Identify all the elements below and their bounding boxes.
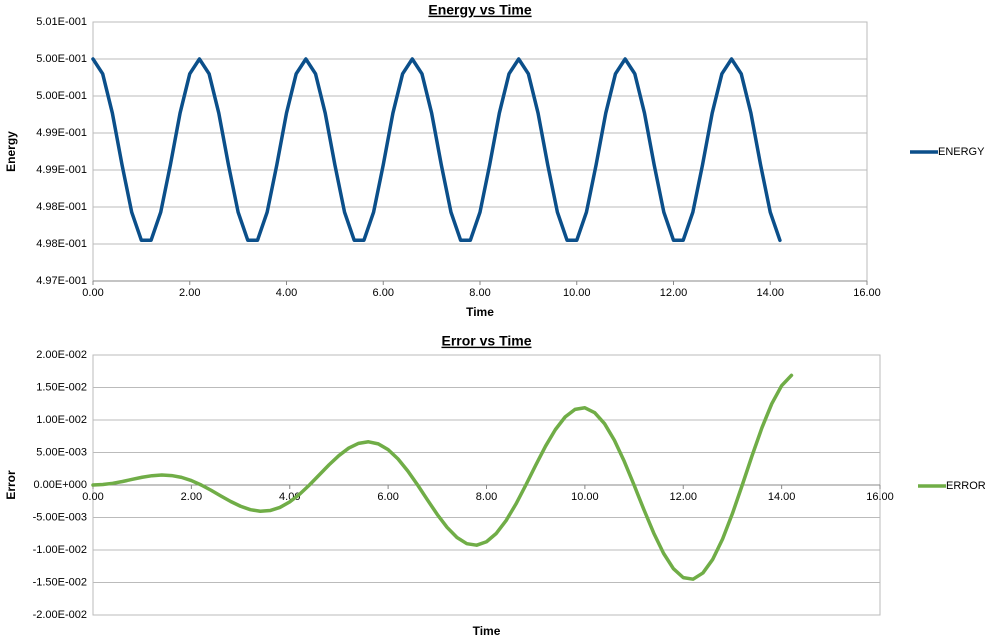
y-tick-label: 5.00E-001 — [36, 90, 87, 102]
chart-title: Energy vs Time — [428, 2, 531, 18]
y-tick-label: 4.98E-001 — [36, 238, 87, 250]
x-tick-label: 16.00 — [853, 287, 881, 299]
x-tick-label: 14.00 — [756, 287, 784, 299]
y-tick-label: -5.00E-003 — [33, 511, 87, 523]
x-tick-label: 12.00 — [660, 287, 688, 299]
x-tick-label: 4.00 — [276, 287, 297, 299]
y-tick-label: 4.99E-001 — [36, 127, 87, 139]
x-tick-label: 10.00 — [563, 287, 591, 299]
y-tick-label: -1.00E-002 — [33, 544, 87, 556]
x-tick-label: 14.00 — [768, 491, 796, 503]
data-line — [91, 373, 794, 581]
y-tick-label: 5.00E-001 — [36, 53, 87, 65]
y-tick-label: 5.01E-001 — [36, 16, 87, 28]
x-tick-label: 12.00 — [669, 491, 697, 503]
y-tick-label: 2.00E-002 — [36, 349, 87, 361]
y-tick-label: 1.00E-002 — [36, 414, 87, 426]
y-tick-label: 4.98E-001 — [36, 201, 87, 213]
y-axis-title: Energy — [4, 131, 18, 172]
x-tick-label: 8.00 — [476, 491, 497, 503]
legend-label: ERROR — [946, 480, 986, 492]
x-tick-label: 0.00 — [82, 287, 103, 299]
plot-area — [92, 21, 868, 282]
x-tick-label: 2.00 — [179, 287, 200, 299]
x-axis-title: Time — [466, 305, 494, 319]
y-tick-label: 5.00E-003 — [36, 446, 87, 458]
x-tick-label: 10.00 — [571, 491, 599, 503]
y-tick-label: 4.97E-001 — [36, 275, 87, 287]
y-tick-label: -1.50E-002 — [33, 576, 87, 588]
x-tick-label: 6.00 — [373, 287, 394, 299]
x-tick-label: 2.00 — [181, 491, 202, 503]
x-tick-label: 16.00 — [866, 491, 894, 503]
x-tick-label: 6.00 — [377, 491, 398, 503]
y-tick-label: -2.00E-002 — [33, 609, 87, 621]
y-tick-label: 0.00E+000 — [33, 479, 87, 491]
y-axis-title: Error — [4, 470, 18, 500]
chart-title: Error vs Time — [441, 333, 531, 349]
x-tick-label: 0.00 — [82, 491, 103, 503]
legend-label: ENERGY — [938, 146, 985, 158]
y-tick-label: 4.99E-001 — [36, 164, 87, 176]
x-tick-label: 8.00 — [469, 287, 490, 299]
x-axis-title: Time — [473, 624, 501, 638]
y-tick-label: 1.50E-002 — [36, 381, 87, 393]
data-line — [91, 57, 782, 243]
